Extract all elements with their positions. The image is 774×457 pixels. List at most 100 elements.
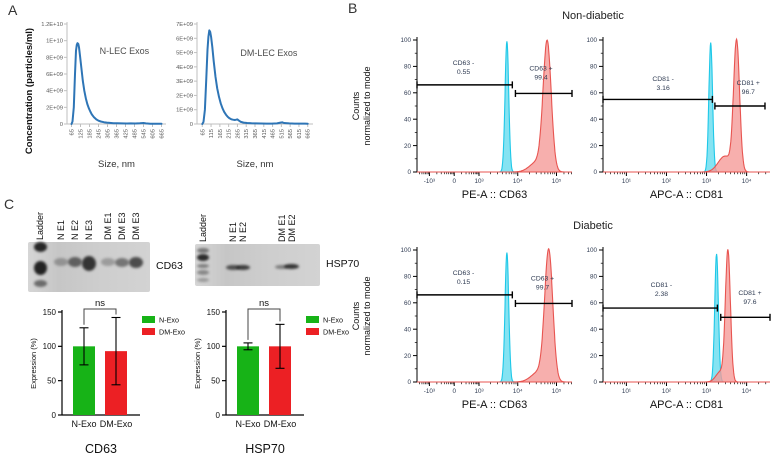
x-axis-label: PE-A :: CD63 (462, 189, 527, 201)
svg-text:265: 265 (235, 129, 241, 139)
protein-band (114, 257, 129, 267)
svg-text:Counts: Counts (351, 91, 361, 120)
gate-label: CD63 + (531, 275, 554, 282)
svg-text:425: 425 (124, 129, 130, 139)
lane-label: DM E3 (130, 212, 141, 240)
x-axis-label: Size, nm (237, 159, 274, 170)
group-title-non-diabetic: Non-diabetic (562, 10, 624, 22)
x-axis-label: APC-A :: CD81 (650, 399, 723, 411)
gate-percentage: 99.4 (534, 74, 547, 81)
svg-text:100: 100 (43, 342, 57, 351)
lane-label: Ladder (35, 211, 46, 240)
svg-text:0: 0 (60, 122, 63, 128)
svg-text:100: 100 (207, 342, 221, 351)
svg-text:7E+09: 7E+09 (176, 22, 193, 28)
legend-label: DM-Exo (159, 328, 185, 337)
flow-histogram-nondiabetic-cd81: 0 20 40 60 80 100 10¹ 10² 10³ 10⁴ CD81 - 3.16 CD81 +… (586, 37, 770, 201)
gate-label: CD81 + (737, 80, 760, 87)
protein-band (197, 247, 210, 253)
svg-text:10³: 10³ (474, 178, 483, 185)
svg-text:60: 60 (404, 90, 412, 97)
protein-band (236, 264, 251, 270)
svg-text:515: 515 (279, 129, 285, 139)
gate-percentage: 2.38 (655, 291, 668, 298)
gate-percentage: 99.7 (536, 284, 549, 291)
protein-band (197, 277, 210, 282)
svg-text:245: 245 (97, 129, 103, 139)
nta-y-axis-label: Concentration (particles/ml) (24, 27, 35, 155)
svg-text:Counts: Counts (351, 301, 361, 330)
protein-band (53, 258, 68, 266)
svg-text:40: 40 (590, 326, 598, 333)
gate-percentage: 96.7 (742, 89, 755, 96)
chart-inner-title: DM-LEC Exos (240, 48, 298, 58)
svg-text:415: 415 (262, 129, 268, 139)
svg-text:0: 0 (452, 388, 456, 395)
gate-label: CD63 + (529, 65, 552, 72)
blot-membrane (28, 242, 150, 292)
protein-band (275, 265, 289, 270)
lane-label: N E2 (238, 221, 249, 242)
bar-chart-hsp70: 0 50 100 150 N-Exo DM-Exo ns N-Exo DM-Exo Express… (193, 298, 349, 456)
svg-text:80: 80 (404, 274, 412, 281)
svg-text:10⁴: 10⁴ (742, 178, 752, 185)
category-label: DM-Exo (264, 419, 297, 429)
bar-n-exo (237, 346, 259, 415)
svg-text:0: 0 (407, 379, 411, 386)
category-label: N-Exo (71, 419, 96, 429)
flow-histogram-diabetic-cd81: 0 20 40 60 80 100 10¹ 10² 10³ 10⁴ CD81 - 2.38 CD81 +… (586, 247, 771, 411)
legend-swatch (306, 316, 319, 323)
svg-text:-10³: -10³ (424, 388, 435, 395)
chart-inner-title: N-LEC Exos (100, 46, 150, 56)
svg-text:1E+10: 1E+10 (46, 39, 63, 45)
flow-histogram-nondiabetic-cd63: 0 20 40 60 80 100 -10³ 0 10³ 10⁴ 10⁵ CD63 - 0.55 CD63… (351, 37, 573, 201)
lane-label: N E2 (69, 219, 80, 240)
svg-text:605: 605 (151, 129, 157, 139)
protein-band (128, 257, 143, 268)
svg-text:545: 545 (142, 129, 148, 139)
legend-label: DM-Exo (323, 328, 349, 337)
svg-text:-10³: -10³ (424, 178, 435, 185)
gate-label: CD81 + (738, 290, 761, 297)
svg-text:0: 0 (593, 169, 597, 176)
lane-label: DM E2 (286, 214, 297, 242)
svg-text:normalized to mode: normalized to mode (362, 66, 372, 145)
svg-text:60: 60 (404, 300, 412, 307)
svg-text:615: 615 (297, 129, 303, 139)
lane-label: Ladder (198, 213, 209, 242)
svg-text:40: 40 (590, 116, 598, 123)
svg-text:10⁵: 10⁵ (552, 178, 562, 185)
svg-text:40: 40 (404, 326, 412, 333)
svg-text:0: 0 (452, 178, 456, 185)
protein-name-label: CD63 (156, 260, 183, 272)
size-distribution-chart-n-lec: 0 2E+09 4E+09 6E+09 8E+09 1E+10 1.2E+10 65 125 18… (41, 22, 166, 170)
panel-a-label: A (8, 2, 18, 18)
svg-text:0: 0 (407, 169, 411, 176)
lane-label: N E3 (84, 219, 94, 240)
svg-text:50: 50 (47, 376, 56, 385)
svg-text:20: 20 (590, 143, 598, 150)
category-label: DM-Exo (100, 419, 133, 429)
significance-label: ns (95, 298, 105, 309)
svg-text:5E+09: 5E+09 (176, 51, 193, 57)
svg-text:80: 80 (590, 274, 598, 281)
svg-text:10³: 10³ (702, 178, 711, 185)
x-axis-label: PE-A :: CD63 (462, 399, 527, 411)
svg-text:10¹: 10¹ (622, 178, 631, 185)
svg-text:4E+09: 4E+09 (176, 65, 193, 71)
significance-label: ns (259, 298, 269, 309)
svg-text:215: 215 (227, 129, 233, 139)
gate-label: CD63 - (453, 270, 475, 277)
svg-text:0: 0 (593, 379, 597, 386)
size-distribution-chart-dm-lec: 0 1E+09 2E+09 3E+09 4E+09 5E+09 6E+09 7E+09 65 11… (176, 22, 313, 170)
svg-text:150: 150 (43, 308, 57, 317)
svg-text:305: 305 (106, 129, 112, 139)
protein-band (225, 264, 240, 270)
lane-label: DM E1 (102, 212, 113, 240)
svg-text:100: 100 (586, 247, 597, 254)
gate-percentage: 0.15 (457, 279, 470, 286)
svg-text:6E+09: 6E+09 (176, 36, 193, 42)
flow-histogram-diabetic-cd63: 0 20 40 60 80 100 -10³ 0 10³ 10⁴ 10⁵ CD63 - 0.15 CD63… (351, 247, 573, 411)
panel-c-label: C (4, 196, 15, 212)
legend-swatch (142, 328, 155, 335)
